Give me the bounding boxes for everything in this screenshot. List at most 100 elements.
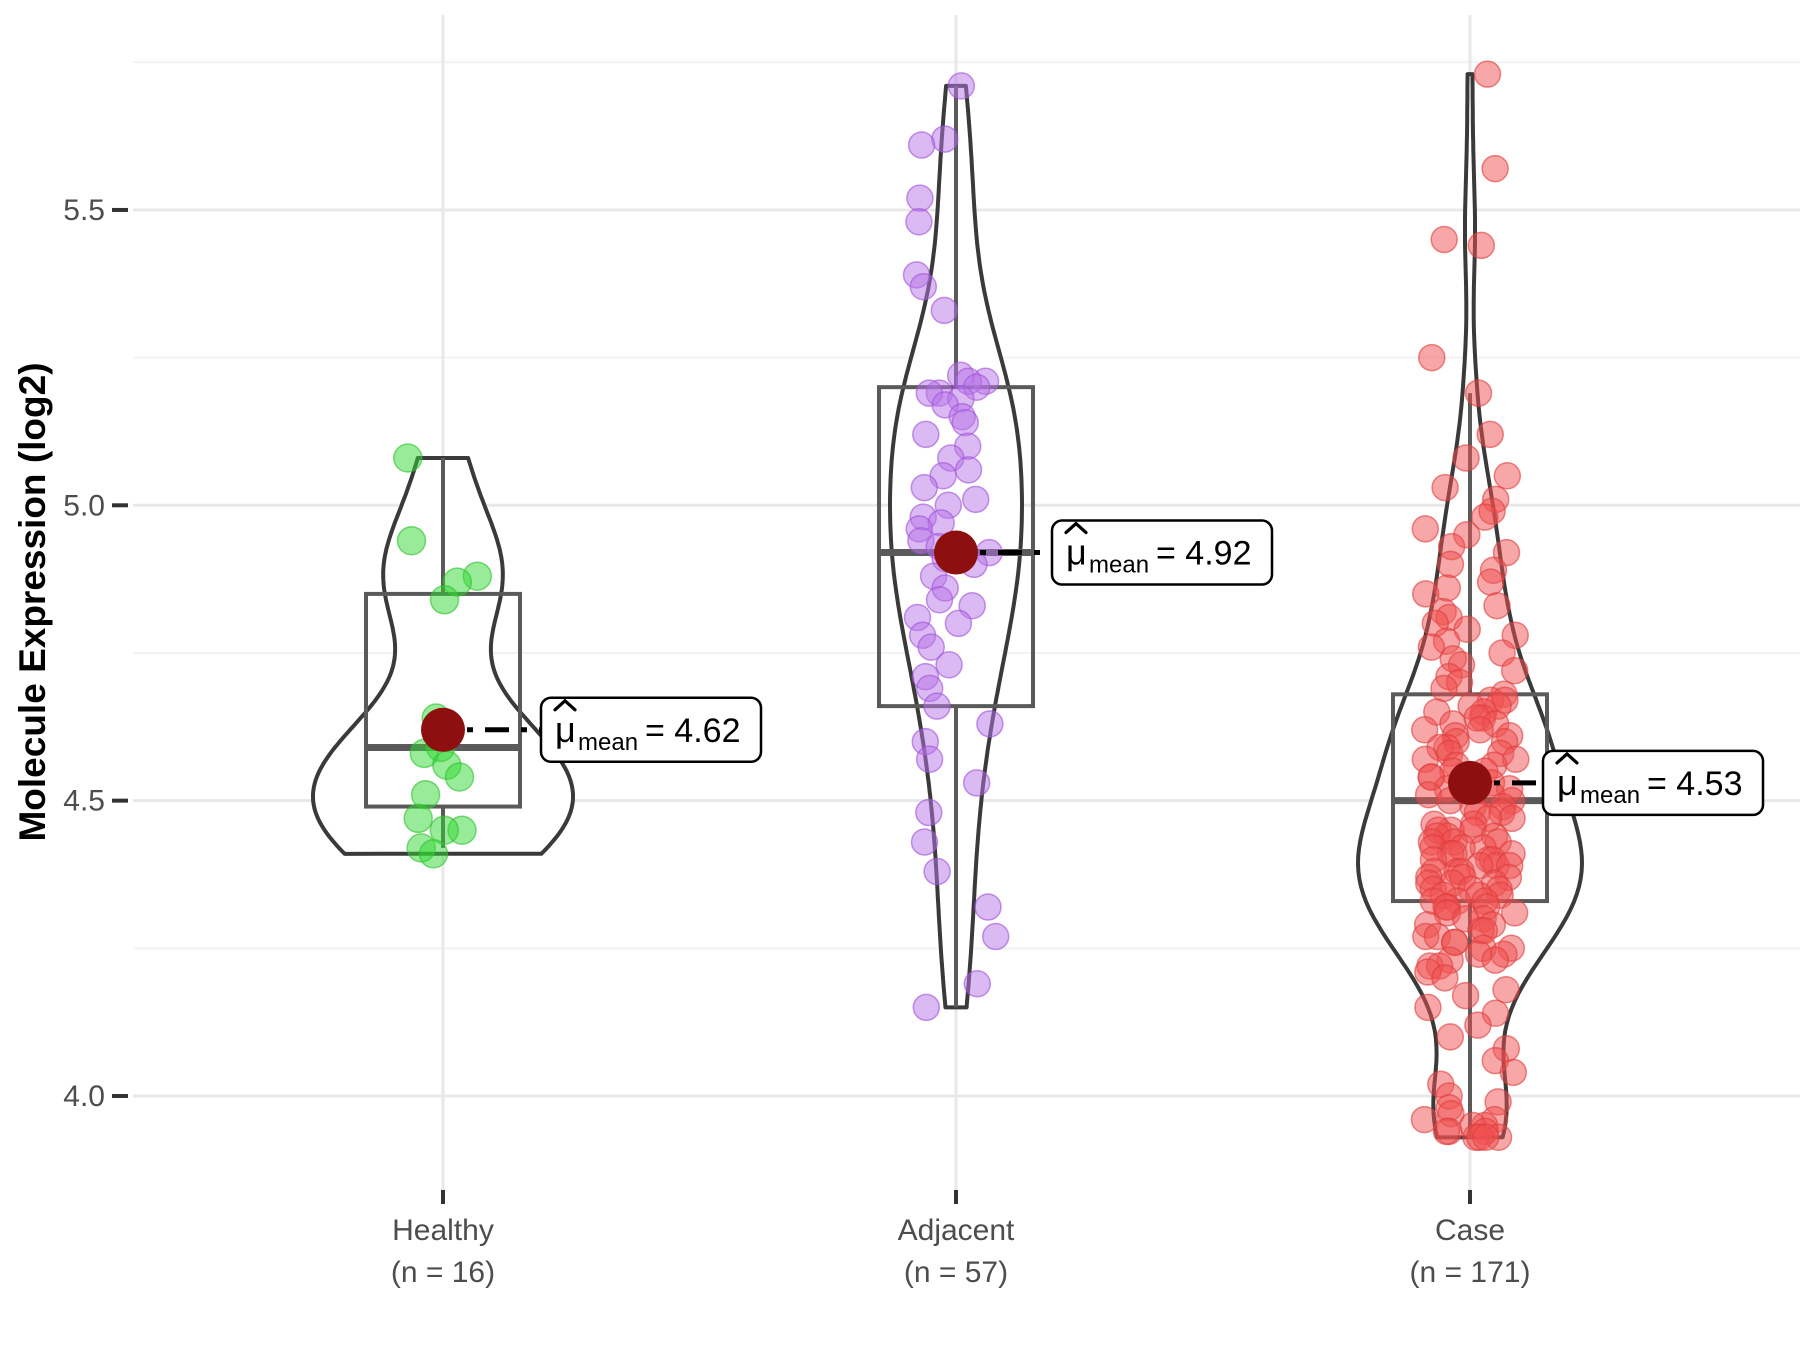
jitter-point [954, 456, 983, 484]
jitter-point [951, 408, 979, 437]
jitter-point [910, 828, 939, 856]
jitter-point [981, 922, 1010, 951]
jitter-point [444, 762, 475, 792]
x-category-label: Healthy [392, 1214, 494, 1247]
jitter-point [912, 993, 941, 1022]
jitter-point [1453, 615, 1481, 644]
jitter-point [1410, 1105, 1439, 1134]
annotation-mu: μ [1557, 762, 1578, 803]
mean-annotation-healthy: μ mean = 4.62 [539, 696, 763, 764]
jitter-point [1430, 225, 1458, 254]
jitter-point [930, 296, 959, 325]
annotation-subscript: mean [1089, 552, 1149, 579]
jitter-point [925, 586, 954, 614]
jitter-point [976, 710, 1004, 738]
jitter-point [974, 893, 1002, 921]
annotation-frame [1541, 749, 1765, 817]
annotation-value: = 4.53 [1647, 765, 1742, 803]
x-category-label: (n = 57) [904, 1256, 1008, 1289]
jitter-point [1451, 981, 1480, 1010]
annotation-subscript: mean [1580, 782, 1640, 809]
jitter-point [1476, 420, 1504, 449]
jitter-point [418, 839, 449, 869]
mean-annotation-adjacent: μ mean = 4.92 [1050, 519, 1274, 586]
annotation-value: = 4.62 [645, 712, 740, 750]
jitter-point [1471, 503, 1499, 531]
jitter-point [1430, 674, 1458, 703]
annotation-mu: μ [1066, 532, 1087, 573]
jitter-point [1500, 899, 1529, 927]
jitter-point [393, 443, 423, 473]
jitter-point [944, 609, 973, 638]
x-category-label: (n = 171) [1410, 1256, 1531, 1289]
y-tick-label: 4.5 [63, 785, 105, 818]
jitter-point [910, 473, 939, 502]
x-category-label: Case [1435, 1214, 1505, 1247]
mu-hat-caret [553, 698, 577, 712]
jitter-point [1481, 946, 1509, 974]
jitter-point [1414, 993, 1442, 1022]
mean-dot [421, 707, 465, 752]
jitter-point [1467, 231, 1496, 260]
jitter-point [1499, 1058, 1528, 1087]
mu-hat-caret [1064, 521, 1088, 535]
jitter-point [429, 585, 460, 615]
jitter-point [1452, 444, 1480, 472]
annotation-value: = 4.92 [1156, 535, 1251, 573]
jitter-point [912, 420, 940, 449]
x-category-label: (n = 16) [391, 1256, 495, 1289]
jitter-point [1492, 975, 1520, 1004]
jitter-point [962, 769, 991, 797]
jitter-point [1493, 462, 1522, 490]
jitter-point [1436, 550, 1465, 579]
jitter-point [1417, 633, 1446, 661]
mu-hat-caret [1555, 751, 1579, 765]
jitter-point [906, 184, 934, 212]
jitter-point [1411, 580, 1440, 608]
plot-panel [112, 15, 1800, 1204]
jitter-point [915, 745, 944, 774]
mean-dot [934, 530, 978, 575]
jitter-point [909, 272, 938, 301]
jitter-point [935, 651, 963, 679]
annotation-subscript: mean [578, 729, 638, 756]
y-tick-label: 5.5 [63, 194, 105, 227]
jitter-point [923, 857, 951, 886]
jitter-point [403, 803, 433, 834]
jitter-point [1483, 591, 1511, 620]
annotation-frame [539, 696, 763, 764]
axes: Molecule Expression (log2) 4.0 4.5 5.0 5… [12, 194, 1530, 1289]
jitter-point [963, 970, 992, 998]
jitter-point [1466, 716, 1494, 744]
jitter-point [1464, 379, 1493, 407]
y-axis-title: Molecule Expression (log2) [12, 362, 53, 841]
jitter-point [1481, 154, 1509, 183]
jitter-point [1411, 515, 1440, 543]
jitter-point [923, 692, 951, 720]
jitter-point [915, 798, 943, 827]
annotation-frame [1050, 519, 1274, 586]
mean-annotation-case: μ mean = 4.53 [1541, 749, 1765, 817]
jitter-point [396, 525, 427, 556]
jitter-point [1473, 60, 1502, 88]
jitter-point [1431, 473, 1459, 502]
jitter-point [905, 208, 933, 236]
jitter-point [961, 485, 990, 514]
jitter-point [1500, 656, 1529, 685]
jitter-point [1436, 1023, 1465, 1051]
jitter-point [1476, 568, 1505, 596]
jitter-point [947, 72, 976, 100]
jitter-point [917, 633, 945, 661]
jitter-point [1472, 1123, 1500, 1152]
mean-dot [1448, 760, 1492, 805]
mean-annotations: μ mean = 4.62 μ mean = 4.92 μ mean = 4.5… [539, 519, 1765, 817]
jitter-point [1432, 1117, 1461, 1146]
y-tick-label: 5.0 [63, 489, 105, 522]
jitter-point [1410, 716, 1439, 744]
jitter-point [931, 125, 959, 153]
jitter-point [1464, 1011, 1492, 1039]
annotation-mu: μ [555, 709, 576, 750]
jitter-point [907, 131, 936, 159]
